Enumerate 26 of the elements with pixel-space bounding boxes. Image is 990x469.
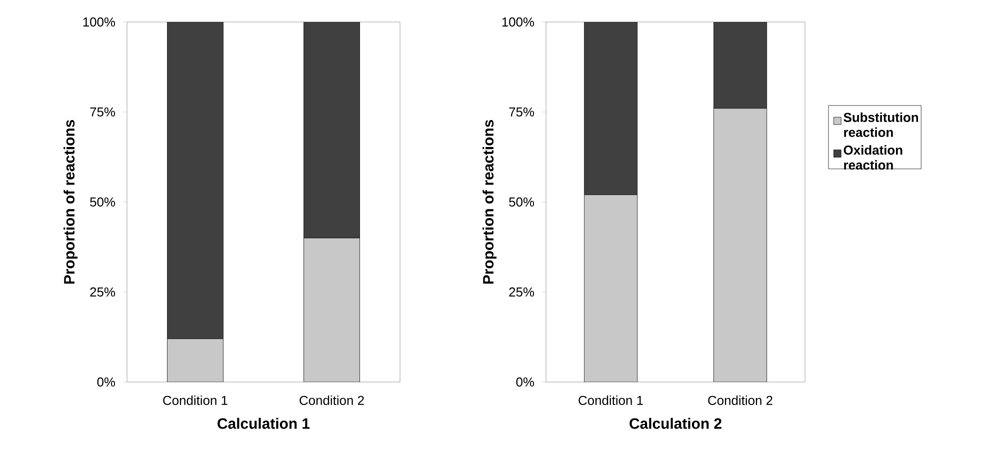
x-tick-label: Condition 1 <box>578 396 643 406</box>
legend-label: Substitution reaction <box>844 112 918 137</box>
bar <box>714 22 768 109</box>
y-tick-label: 75% <box>90 107 116 117</box>
y-axis-title: Proportion of reactions <box>64 120 78 284</box>
y-tick-label: 100% <box>502 17 534 27</box>
x-tick-label: Condition 2 <box>300 396 364 406</box>
bar <box>714 108 768 382</box>
y-tick-label: 25% <box>509 287 534 297</box>
x-axis-title: Calculation 2 <box>630 418 722 429</box>
y-tick-label: 75% <box>509 107 534 117</box>
y-tick-label: 50% <box>509 197 534 207</box>
bar <box>584 22 638 195</box>
y-tick-label: 50% <box>90 197 116 207</box>
y-tick-label: 25% <box>90 287 116 297</box>
bar <box>304 238 360 382</box>
y-tick-label: 0% <box>97 377 116 387</box>
x-axis-title: Calculation 1 <box>218 418 310 429</box>
y-tick-label: 0% <box>516 377 534 387</box>
y-tick-label: 100% <box>83 17 116 27</box>
bar <box>167 338 224 382</box>
x-tick-label: Condition 2 <box>708 396 772 406</box>
x-tick-label: Condition 1 <box>163 396 228 406</box>
legend-label: Oxidation reaction <box>844 145 902 170</box>
y-axis-title: Proportion of reactions <box>482 120 497 284</box>
bar <box>584 194 638 382</box>
